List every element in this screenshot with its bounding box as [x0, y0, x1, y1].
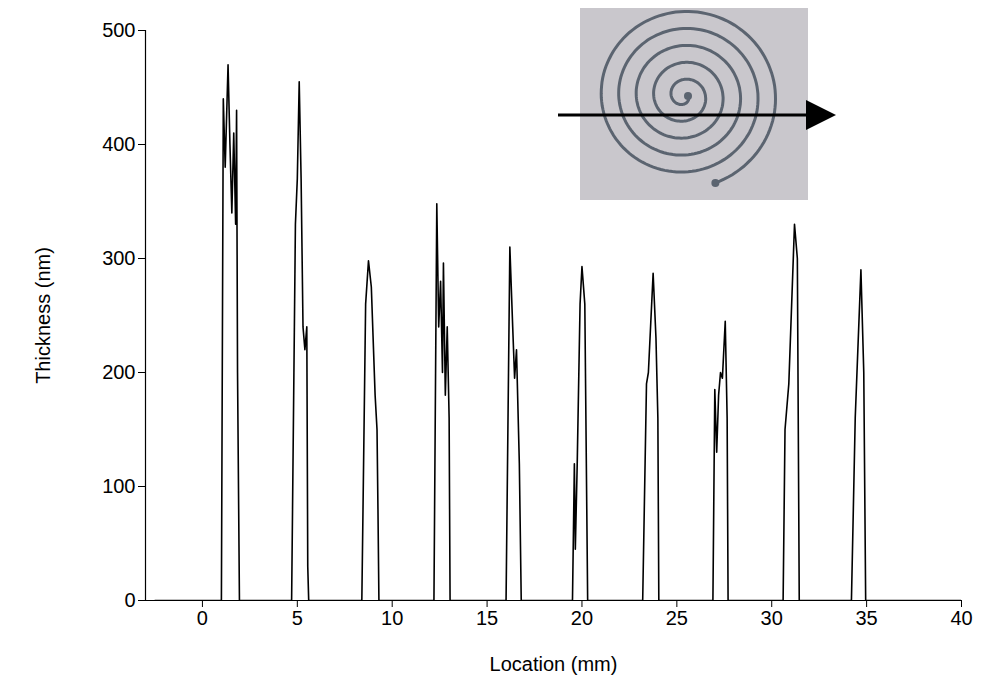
svg-text:10: 10 — [381, 607, 403, 629]
svg-text:20: 20 — [571, 607, 593, 629]
svg-text:30: 30 — [761, 607, 783, 629]
svg-text:300: 300 — [102, 247, 135, 269]
svg-text:35: 35 — [855, 607, 877, 629]
svg-text:5: 5 — [292, 607, 303, 629]
svg-text:200: 200 — [102, 361, 135, 383]
svg-text:Thickness (nm): Thickness (nm) — [32, 247, 54, 384]
svg-text:500: 500 — [102, 19, 135, 41]
svg-text:40: 40 — [950, 607, 972, 629]
svg-text:0: 0 — [197, 607, 208, 629]
svg-text:400: 400 — [102, 133, 135, 155]
svg-text:25: 25 — [666, 607, 688, 629]
svg-text:100: 100 — [102, 475, 135, 497]
svg-text:15: 15 — [476, 607, 498, 629]
svg-text:0: 0 — [124, 589, 135, 611]
svg-text:Location (mm): Location (mm) — [490, 653, 618, 675]
